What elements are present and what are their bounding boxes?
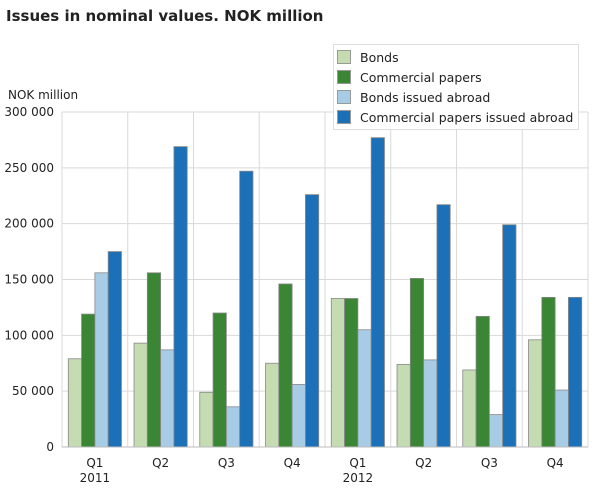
legend-item: Bonds <box>337 48 399 66</box>
x-tick-label: Q2 <box>152 456 169 470</box>
legend-swatch <box>337 110 351 124</box>
bar <box>436 204 451 448</box>
legend-item: Bonds issued abroad <box>337 88 490 106</box>
bar <box>146 272 162 448</box>
bar <box>81 313 96 448</box>
x-tick-label: Q4 <box>547 456 564 470</box>
bar <box>291 384 306 448</box>
bar <box>528 339 543 448</box>
bar <box>173 146 188 448</box>
bar <box>568 296 583 448</box>
x-tick-label: Q3 <box>481 456 498 470</box>
legend-label: Commercial papers <box>360 69 482 85</box>
bar <box>199 391 214 448</box>
y-tick-label: 200 000 <box>4 217 54 231</box>
bar <box>357 329 372 448</box>
bar <box>265 362 280 448</box>
bar <box>278 283 293 448</box>
bar <box>370 137 385 448</box>
bar <box>488 414 504 448</box>
legend-item: Commercial papers <box>337 68 482 86</box>
bar <box>502 224 517 448</box>
bar <box>67 358 82 448</box>
x-tick-label: Q2 <box>415 456 432 470</box>
bar <box>212 312 227 448</box>
legend-label: Bonds issued abroad <box>360 89 491 105</box>
bar <box>462 369 477 448</box>
x-tick-label: Q1 <box>349 456 366 470</box>
bar <box>554 389 569 448</box>
y-tick-label: 150 000 <box>4 273 54 287</box>
y-axis-label: NOK million <box>8 88 79 102</box>
legend-item: Commercial papers issued abroad <box>337 108 573 126</box>
x-tick-year-label: 2012 <box>343 471 374 485</box>
x-tick-label: Q4 <box>284 456 301 470</box>
x-tick-year-label: 2011 <box>80 471 111 485</box>
bar <box>160 349 175 448</box>
bar <box>409 277 425 448</box>
y-tick-label: 300 000 <box>4 105 54 119</box>
bar <box>330 298 345 448</box>
bar <box>239 170 254 448</box>
y-tick-label: 0 <box>46 440 54 454</box>
bar <box>107 251 122 448</box>
bar <box>396 363 411 448</box>
legend: Bonds Commercial papers Bonds issued abroa… <box>333 44 579 130</box>
legend-swatch <box>337 70 351 84</box>
bar <box>94 272 109 448</box>
bar <box>133 342 148 448</box>
chart-title: Issues in nominal values. NOK million <box>6 7 324 25</box>
x-tick-label: Q3 <box>218 456 235 470</box>
bar <box>344 298 359 448</box>
bar <box>305 194 320 448</box>
bar <box>541 296 556 448</box>
x-tick-label: Q1 <box>86 456 103 470</box>
y-tick-label: 50 000 <box>12 384 54 398</box>
bar <box>475 315 490 448</box>
legend-label: Bonds <box>360 49 399 65</box>
legend-label: Commercial papers issued abroad <box>360 109 574 125</box>
bar <box>225 406 241 448</box>
y-tick-label: 250 000 <box>4 161 54 175</box>
legend-swatch <box>337 90 351 104</box>
y-tick-label: 100 000 <box>4 328 54 342</box>
bar <box>423 359 438 448</box>
legend-swatch <box>337 50 351 64</box>
